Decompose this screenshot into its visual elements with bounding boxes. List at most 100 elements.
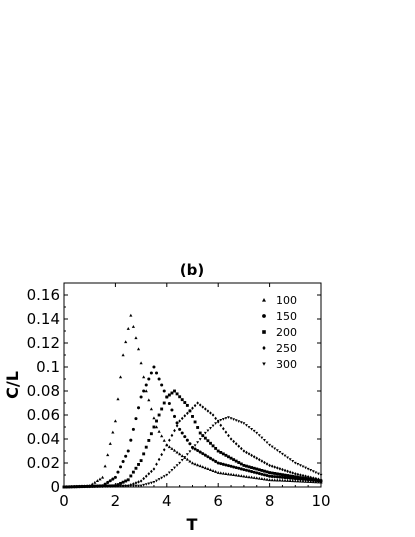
data-point-250 (147, 472, 151, 476)
data-point-100 (144, 389, 148, 393)
data-point-200 (214, 446, 218, 450)
data-point-300 (278, 451, 282, 454)
data-point-100 (201, 465, 205, 469)
data-point-150 (119, 465, 123, 469)
data-point-150 (219, 462, 223, 466)
data-point-250 (265, 462, 269, 466)
data-point-100 (285, 479, 290, 482)
data-point-100 (280, 478, 285, 482)
data-point-250 (134, 481, 138, 485)
data-point-100 (121, 353, 125, 357)
data-point-300 (288, 458, 292, 461)
data-point-250 (291, 471, 295, 475)
data-point-250 (242, 449, 246, 453)
data-point-300 (85, 485, 89, 489)
data-point-200 (185, 403, 189, 407)
data-point-200 (221, 452, 225, 456)
data-point-300 (237, 420, 241, 423)
data-point-150 (206, 455, 210, 459)
data-point-100 (268, 478, 272, 482)
data-point-250 (247, 452, 251, 456)
data-point-100 (116, 397, 120, 401)
data-point-150 (250, 470, 254, 474)
data-point-200 (263, 469, 266, 473)
data-point-250 (314, 476, 318, 481)
data-point-200 (224, 453, 228, 457)
data-point-200 (203, 436, 207, 440)
data-point-150 (208, 456, 213, 460)
data-point-300 (160, 476, 164, 480)
legend-marker-100 (262, 298, 266, 302)
data-point-100 (160, 434, 164, 438)
data-point-300 (242, 422, 246, 425)
data-point-100 (170, 447, 174, 450)
data-point-150 (283, 476, 287, 480)
data-point-300 (139, 484, 143, 488)
data-point-200 (301, 476, 305, 480)
data-point-100 (247, 475, 251, 479)
data-point-200 (173, 389, 176, 393)
data-point-200 (157, 413, 161, 417)
data-point-200 (149, 432, 153, 436)
data-point-300 (121, 484, 125, 488)
data-point-150 (214, 459, 218, 463)
data-point-300 (260, 436, 264, 440)
data-point-200 (255, 467, 259, 471)
data-point-100 (139, 361, 143, 365)
data-point-300 (311, 470, 315, 473)
data-point-200 (142, 452, 146, 456)
data-point-250 (309, 475, 313, 480)
data-point-300 (119, 484, 122, 488)
data-point-150 (260, 472, 264, 476)
data-point-300 (273, 447, 277, 451)
data-point-150 (239, 467, 243, 471)
data-point-150 (142, 389, 146, 393)
data-point-200 (281, 473, 284, 477)
data-point-250 (201, 405, 205, 409)
data-point-100 (152, 416, 156, 420)
data-point-100 (257, 476, 261, 480)
data-point-300 (95, 485, 99, 488)
data-point-300 (247, 426, 251, 429)
data-point-300 (306, 467, 310, 471)
data-point-300 (101, 485, 104, 488)
data-point-300 (299, 464, 302, 467)
data-point-300 (93, 485, 97, 488)
data-point-200 (119, 481, 122, 485)
data-point-150 (265, 474, 269, 478)
data-point-200 (124, 479, 128, 483)
data-point-250 (317, 477, 320, 481)
data-point-300 (90, 485, 94, 488)
data-point-200 (160, 407, 164, 411)
data-point-100 (262, 477, 267, 481)
data-point-150 (255, 471, 259, 475)
data-point-150 (170, 408, 174, 412)
y-axis-label: C/L (3, 371, 22, 399)
data-point-150 (147, 377, 151, 381)
data-point-250 (306, 475, 310, 479)
data-point-150 (162, 389, 166, 393)
data-point-300 (316, 472, 320, 476)
data-point-200 (247, 465, 251, 469)
data-point-300 (178, 461, 182, 465)
data-point-250 (299, 473, 302, 477)
y-tick-label: 0.14 (27, 310, 60, 328)
data-point-100 (190, 461, 195, 465)
data-point-300 (201, 434, 205, 438)
data-point-150 (188, 442, 192, 446)
data-point-100 (178, 452, 182, 456)
data-point-300 (67, 485, 71, 489)
data-point-300 (221, 418, 225, 421)
legend-marker-150 (262, 314, 266, 318)
data-point-200 (178, 395, 182, 399)
data-point-250 (196, 401, 199, 405)
data-point-300 (98, 485, 102, 488)
data-point-250 (304, 474, 307, 478)
data-point-200 (175, 392, 179, 396)
data-point-200 (309, 477, 313, 481)
data-point-150 (244, 468, 248, 472)
data-point-250 (139, 479, 143, 483)
data-point-150 (247, 469, 251, 473)
y-tick-label: 0.06 (27, 406, 60, 424)
data-point-300 (224, 417, 228, 420)
